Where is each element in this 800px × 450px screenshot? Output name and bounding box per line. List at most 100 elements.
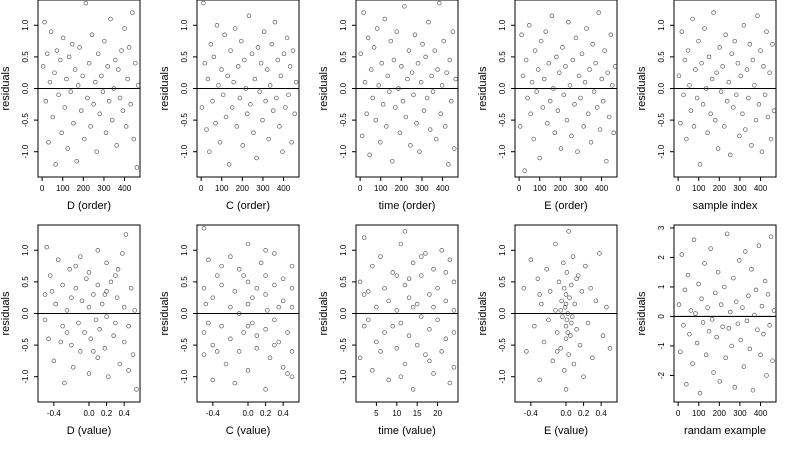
data-point xyxy=(206,257,211,263)
data-point xyxy=(729,343,734,349)
data-point xyxy=(285,371,290,376)
y-tick-label: 3 xyxy=(657,225,666,230)
y-tick-label: -0.5 xyxy=(339,113,348,127)
data-point xyxy=(55,257,61,263)
data-point xyxy=(765,114,771,120)
data-point xyxy=(703,86,709,91)
data-point xyxy=(280,149,285,154)
data-point xyxy=(128,285,134,291)
data-point xyxy=(554,54,559,60)
data-point xyxy=(95,248,101,253)
data-point xyxy=(569,320,574,326)
data-point xyxy=(439,349,444,354)
data-point xyxy=(269,41,275,47)
data-point xyxy=(228,254,233,259)
data-point xyxy=(552,130,558,136)
data-point xyxy=(272,19,278,25)
data-point xyxy=(712,117,718,123)
data-point xyxy=(563,292,569,297)
data-point xyxy=(250,320,255,326)
data-point xyxy=(687,83,692,88)
data-point xyxy=(741,23,747,28)
data-point xyxy=(64,76,69,82)
x-tick-label: 0 xyxy=(358,184,363,193)
data-point xyxy=(272,282,277,288)
data-point xyxy=(357,355,363,361)
data-point xyxy=(726,79,732,85)
data-point xyxy=(113,57,118,63)
data-point xyxy=(724,98,730,104)
data-point xyxy=(699,60,704,66)
data-point xyxy=(280,276,286,281)
x-tick-label: 0 xyxy=(676,184,681,193)
data-point xyxy=(58,339,64,345)
data-point xyxy=(415,60,421,66)
data-point xyxy=(733,299,739,304)
data-point xyxy=(553,241,558,247)
data-point xyxy=(410,387,416,392)
data-point xyxy=(561,92,567,98)
x-tick-label: 0 xyxy=(40,184,45,193)
data-point xyxy=(384,124,389,129)
x-tick-label: 100 xyxy=(692,184,706,193)
data-point xyxy=(75,83,81,88)
panel-p9: -0.4 0.0 0.2 0.4 -1.0 -0.5 0.0 0.5 1.0 E (value) r… xyxy=(477,224,618,437)
data-point xyxy=(285,330,290,335)
x-tick-label: 0.2 xyxy=(101,409,113,418)
y-tick-label: -0.5 xyxy=(180,113,189,127)
data-point xyxy=(105,64,110,69)
data-point xyxy=(702,26,707,31)
data-point xyxy=(452,146,457,151)
data-point xyxy=(121,339,127,345)
x-tick-label: 300 xyxy=(733,184,747,193)
data-point xyxy=(528,257,534,263)
data-point xyxy=(442,124,448,129)
x-tick-label: 300 xyxy=(415,184,429,193)
data-point xyxy=(43,98,49,104)
data-point xyxy=(732,38,738,44)
data-point xyxy=(74,158,79,164)
data-point xyxy=(62,105,68,110)
data-point xyxy=(290,48,296,53)
data-point xyxy=(412,32,418,38)
data-point xyxy=(554,349,560,354)
data-point xyxy=(579,289,585,294)
data-point xyxy=(597,127,603,132)
data-point xyxy=(724,231,730,237)
x-tick-label: 200 xyxy=(713,184,727,193)
data-point xyxy=(435,317,440,323)
data-point xyxy=(223,361,229,367)
data-point xyxy=(446,162,451,167)
data-point xyxy=(237,95,243,101)
data-point xyxy=(263,327,268,332)
data-point xyxy=(204,127,209,132)
data-point xyxy=(270,108,276,113)
data-point xyxy=(731,275,736,281)
data-point xyxy=(758,352,763,358)
data-point xyxy=(365,317,371,323)
data-point xyxy=(749,267,754,272)
data-point xyxy=(102,292,108,297)
data-point xyxy=(106,98,112,104)
data-point xyxy=(51,358,57,364)
data-point xyxy=(679,252,685,257)
data-point xyxy=(524,349,529,354)
data-point xyxy=(688,308,694,313)
data-point xyxy=(210,377,216,383)
data-point xyxy=(219,263,224,269)
panel-p4: 0 100 200 300 400 -1.0 -0.5 0.0 0.5 1.0 E (order) r… xyxy=(477,0,618,212)
data-point xyxy=(393,105,398,110)
data-point xyxy=(443,270,449,275)
x-axis-label: D (value) xyxy=(67,425,112,437)
data-point xyxy=(361,235,367,240)
y-tick-label: -1.0 xyxy=(21,369,30,383)
y-tick-label: 0.5 xyxy=(657,51,666,63)
data-point xyxy=(220,92,226,98)
data-point xyxy=(561,260,566,266)
data-point xyxy=(743,127,748,132)
data-point xyxy=(240,143,245,148)
data-point xyxy=(254,155,259,161)
data-point xyxy=(753,117,759,123)
data-point xyxy=(762,92,768,98)
data-point xyxy=(705,130,710,136)
